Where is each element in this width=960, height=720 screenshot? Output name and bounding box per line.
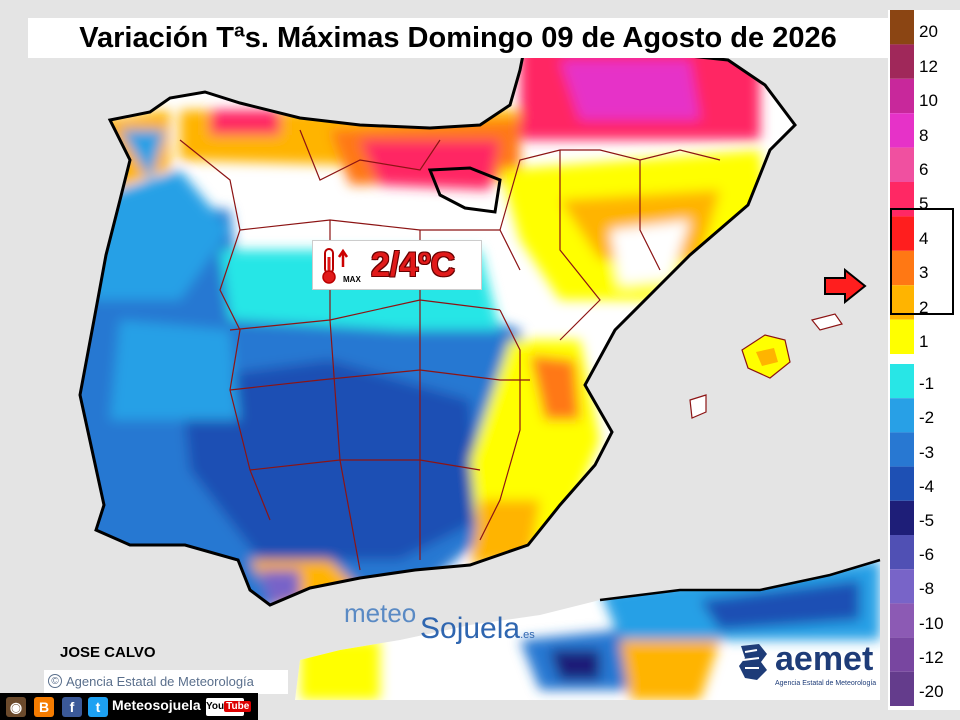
legend-label: -20 (919, 682, 944, 701)
legend-swatches (890, 10, 914, 706)
legend-label: 6 (919, 160, 929, 179)
legend-swatch (890, 466, 914, 501)
legend-label: 1 (919, 332, 929, 351)
legend-label: -12 (919, 647, 944, 667)
copyright-label: © Agencia Estatal de Meteorología (44, 670, 288, 694)
watermark-sojuela: Sojuela.es (420, 612, 535, 646)
africa-coastline (599, 558, 881, 602)
legend-label: 5 (919, 194, 929, 214)
copyright-text: Agencia Estatal de Meteorología (66, 674, 254, 689)
legend-label: 10 (919, 91, 938, 111)
coastline (78, 26, 797, 607)
legend-swatch (890, 319, 914, 354)
copyright-icon: © (48, 674, 62, 688)
legend-swatch (890, 500, 914, 535)
map-title: Variación Tªs. Máximas Domingo 09 de Ago… (28, 18, 888, 58)
range-value: 2/4ºC (371, 246, 456, 284)
legend-swatch (890, 147, 914, 182)
watermark-suffix: .es (520, 629, 535, 641)
legend-label: -10 (919, 613, 944, 633)
legend-label: -4 (919, 476, 935, 496)
author-label: JOSE CALVO (60, 644, 156, 661)
legend-swatch (890, 78, 914, 114)
legend-label: 3 (919, 263, 929, 283)
legend-label: -1 (919, 374, 935, 394)
legend-swatch (890, 216, 914, 251)
legend-swatch (890, 569, 914, 604)
legend-label: 8 (919, 125, 929, 145)
aemet-logo: aemet Agencia Estatal de Meteorología (737, 640, 877, 690)
legend-highlight-box (890, 208, 954, 315)
legend-swatch (890, 398, 914, 433)
legend-label: -6 (919, 545, 935, 565)
legend-swatch (890, 182, 914, 217)
legend-label: 12 (919, 56, 938, 76)
legend-label: 4 (919, 228, 929, 248)
aemet-map-icon (739, 644, 767, 680)
social-label: Meteosojuela (112, 697, 201, 713)
legend-label: -5 (919, 511, 935, 530)
legend-label: 20 (919, 22, 938, 42)
instagram-icon[interactable]: ◉ (6, 697, 26, 717)
legend-swatch (890, 432, 914, 467)
youtube-icon[interactable]: You Tube (206, 698, 252, 716)
temperature-range-badge: MAX 2/4ºC (312, 240, 482, 290)
aemet-word: aemet (775, 640, 874, 678)
la-rioja-outline (427, 166, 502, 214)
legend-swatch (890, 10, 914, 45)
balearic-islands (689, 313, 843, 419)
blogger-icon[interactable]: B (34, 697, 54, 717)
legend-swatch (890, 535, 914, 570)
social-bar: ◉ B f t Meteosojuela You Tube (0, 693, 258, 720)
legend-swatch (890, 113, 914, 148)
thermometer-up-icon (322, 248, 349, 284)
aemet-subtitle: Agencia Estatal de Meteorología (775, 680, 877, 687)
facebook-icon[interactable]: f (62, 697, 82, 717)
legend-swatch (890, 603, 914, 638)
legend-label: 2 (919, 297, 929, 317)
watermark-meteo: meteo (344, 598, 417, 628)
legend-swatch (890, 44, 914, 79)
twitter-icon[interactable]: t (88, 697, 108, 717)
max-label: MAX (343, 275, 361, 284)
legend-swatch (890, 637, 914, 672)
legend-label: -8 (919, 579, 935, 599)
legend-swatch (890, 364, 914, 399)
region-borders (179, 129, 721, 571)
legend-swatch (890, 671, 914, 706)
color-legend: 20 12 10 8 6 5 4 3 2 1 -1 -2 -3 -4 -5 -6 -8 -10 -12 -20 (888, 10, 960, 710)
watermark-sojuela-text: Sojuela (420, 612, 521, 645)
arrow-right-icon (824, 268, 867, 304)
legend-label: -3 (919, 442, 935, 462)
legend-swatch (890, 250, 914, 286)
legend-label: -2 (919, 408, 935, 428)
